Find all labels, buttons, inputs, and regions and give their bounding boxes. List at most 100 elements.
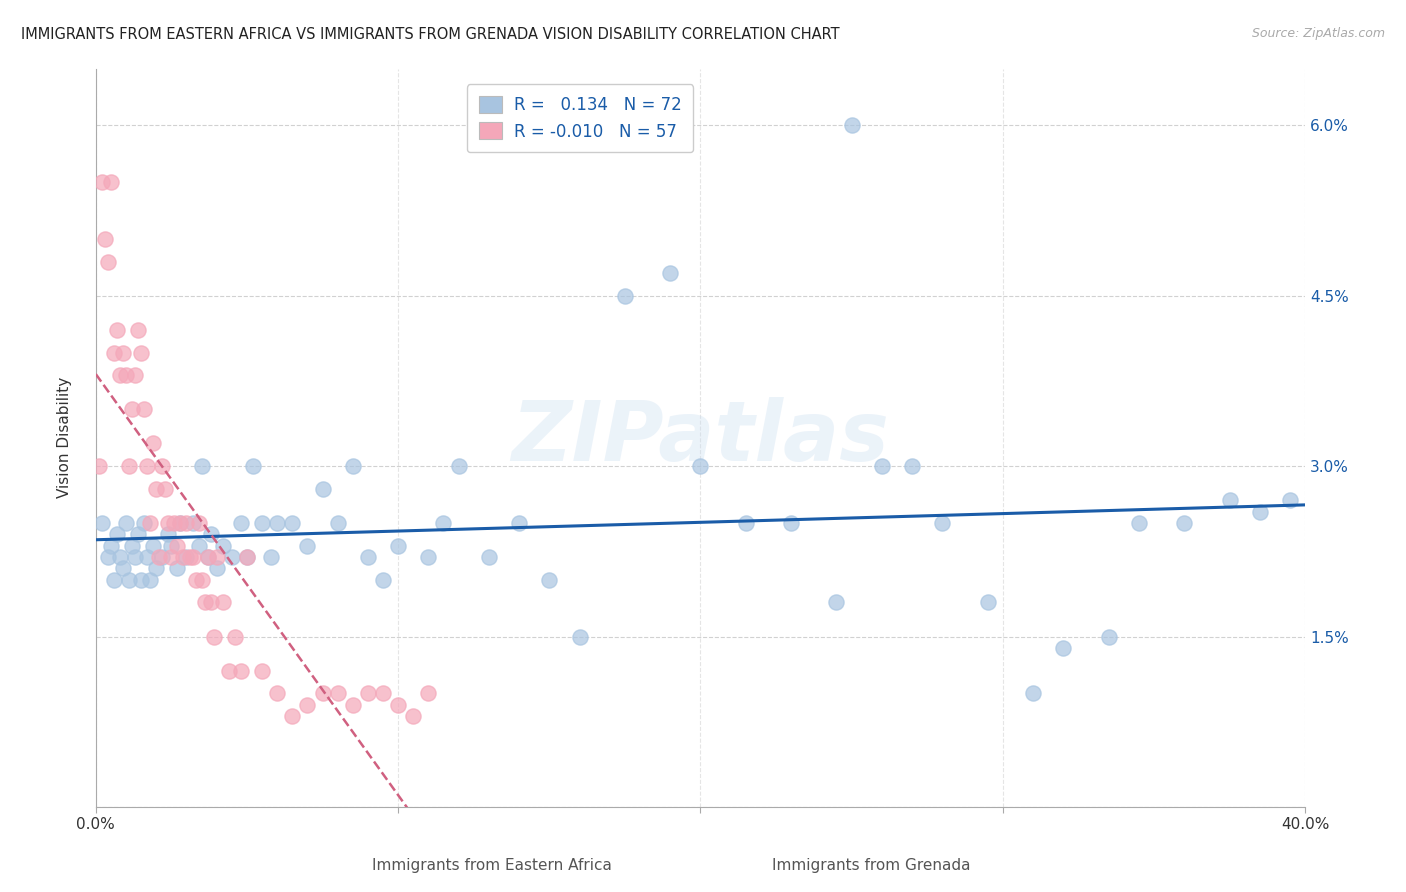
Point bbox=[281, 516, 304, 530]
Point bbox=[357, 686, 380, 700]
Legend: R =   0.134   N = 72, R = -0.010   N = 57: R = 0.134 N = 72, R = -0.010 N = 57 bbox=[467, 84, 693, 153]
Point bbox=[326, 516, 349, 530]
Point bbox=[111, 561, 134, 575]
Point bbox=[166, 561, 188, 575]
Point bbox=[139, 516, 162, 530]
Text: ZIPatlas: ZIPatlas bbox=[512, 397, 890, 478]
Point bbox=[172, 549, 194, 564]
Point bbox=[105, 527, 128, 541]
Point bbox=[387, 539, 409, 553]
Point bbox=[181, 516, 204, 530]
Point bbox=[169, 516, 191, 530]
Point bbox=[148, 549, 170, 564]
Point bbox=[145, 482, 167, 496]
Point bbox=[176, 549, 198, 564]
Point bbox=[103, 345, 125, 359]
Point bbox=[129, 345, 152, 359]
Point bbox=[184, 573, 207, 587]
Point bbox=[568, 630, 591, 644]
Point bbox=[124, 368, 146, 383]
Point bbox=[1278, 493, 1301, 508]
Point bbox=[179, 549, 201, 564]
Point bbox=[357, 549, 380, 564]
Point bbox=[97, 254, 120, 268]
Point bbox=[447, 459, 470, 474]
Point bbox=[508, 516, 530, 530]
Point bbox=[432, 516, 454, 530]
Point bbox=[176, 516, 198, 530]
Point bbox=[387, 698, 409, 712]
Point bbox=[342, 459, 364, 474]
Point bbox=[129, 573, 152, 587]
Text: Source: ZipAtlas.com: Source: ZipAtlas.com bbox=[1251, 27, 1385, 40]
Point bbox=[202, 630, 225, 644]
Point bbox=[94, 232, 117, 246]
Point bbox=[124, 549, 146, 564]
Point bbox=[659, 266, 682, 280]
Point bbox=[418, 549, 440, 564]
Point bbox=[169, 516, 191, 530]
Point bbox=[142, 436, 165, 450]
Point bbox=[538, 573, 561, 587]
Point bbox=[115, 368, 138, 383]
Point bbox=[229, 664, 252, 678]
Point bbox=[100, 175, 122, 189]
Point bbox=[166, 539, 188, 553]
Point bbox=[1052, 640, 1074, 655]
Point bbox=[118, 459, 141, 474]
Point bbox=[266, 516, 288, 530]
Point bbox=[160, 549, 183, 564]
Point bbox=[229, 516, 252, 530]
Point bbox=[105, 323, 128, 337]
Point bbox=[150, 459, 173, 474]
Point bbox=[134, 516, 156, 530]
Point bbox=[111, 345, 134, 359]
Point bbox=[157, 516, 180, 530]
Point bbox=[1218, 493, 1240, 508]
Point bbox=[121, 402, 143, 417]
Point bbox=[139, 573, 162, 587]
Text: IMMIGRANTS FROM EASTERN AFRICA VS IMMIGRANTS FROM GRENADA VISION DISABILITY CORR: IMMIGRANTS FROM EASTERN AFRICA VS IMMIGR… bbox=[21, 27, 839, 42]
Point bbox=[418, 686, 440, 700]
Point bbox=[118, 573, 141, 587]
Point bbox=[236, 549, 259, 564]
Point bbox=[931, 516, 953, 530]
Y-axis label: Vision Disability: Vision Disability bbox=[58, 377, 72, 499]
Point bbox=[825, 595, 848, 609]
Point bbox=[1097, 630, 1119, 644]
Point bbox=[326, 686, 349, 700]
Point bbox=[205, 549, 228, 564]
Point bbox=[1173, 516, 1195, 530]
Point bbox=[297, 698, 319, 712]
Point bbox=[221, 549, 243, 564]
Point bbox=[97, 549, 120, 564]
Point bbox=[1249, 505, 1271, 519]
Point bbox=[236, 549, 259, 564]
Point bbox=[281, 709, 304, 723]
Point bbox=[976, 595, 998, 609]
Point bbox=[181, 549, 204, 564]
Point bbox=[197, 549, 219, 564]
Point bbox=[901, 459, 924, 474]
Point bbox=[211, 539, 233, 553]
Point bbox=[200, 595, 222, 609]
Text: Immigrants from Grenada: Immigrants from Grenada bbox=[772, 858, 972, 872]
Point bbox=[103, 573, 125, 587]
Text: Immigrants from Eastern Africa: Immigrants from Eastern Africa bbox=[373, 858, 612, 872]
Point bbox=[157, 527, 180, 541]
Point bbox=[242, 459, 264, 474]
Point bbox=[115, 516, 138, 530]
Point bbox=[266, 686, 288, 700]
Point bbox=[150, 549, 173, 564]
Point bbox=[371, 686, 394, 700]
Point bbox=[205, 561, 228, 575]
Point bbox=[197, 549, 219, 564]
Point bbox=[841, 118, 863, 132]
Point bbox=[297, 539, 319, 553]
Point bbox=[689, 459, 711, 474]
Point bbox=[155, 482, 177, 496]
Point bbox=[134, 402, 156, 417]
Point bbox=[194, 595, 217, 609]
Point bbox=[163, 516, 186, 530]
Point bbox=[342, 698, 364, 712]
